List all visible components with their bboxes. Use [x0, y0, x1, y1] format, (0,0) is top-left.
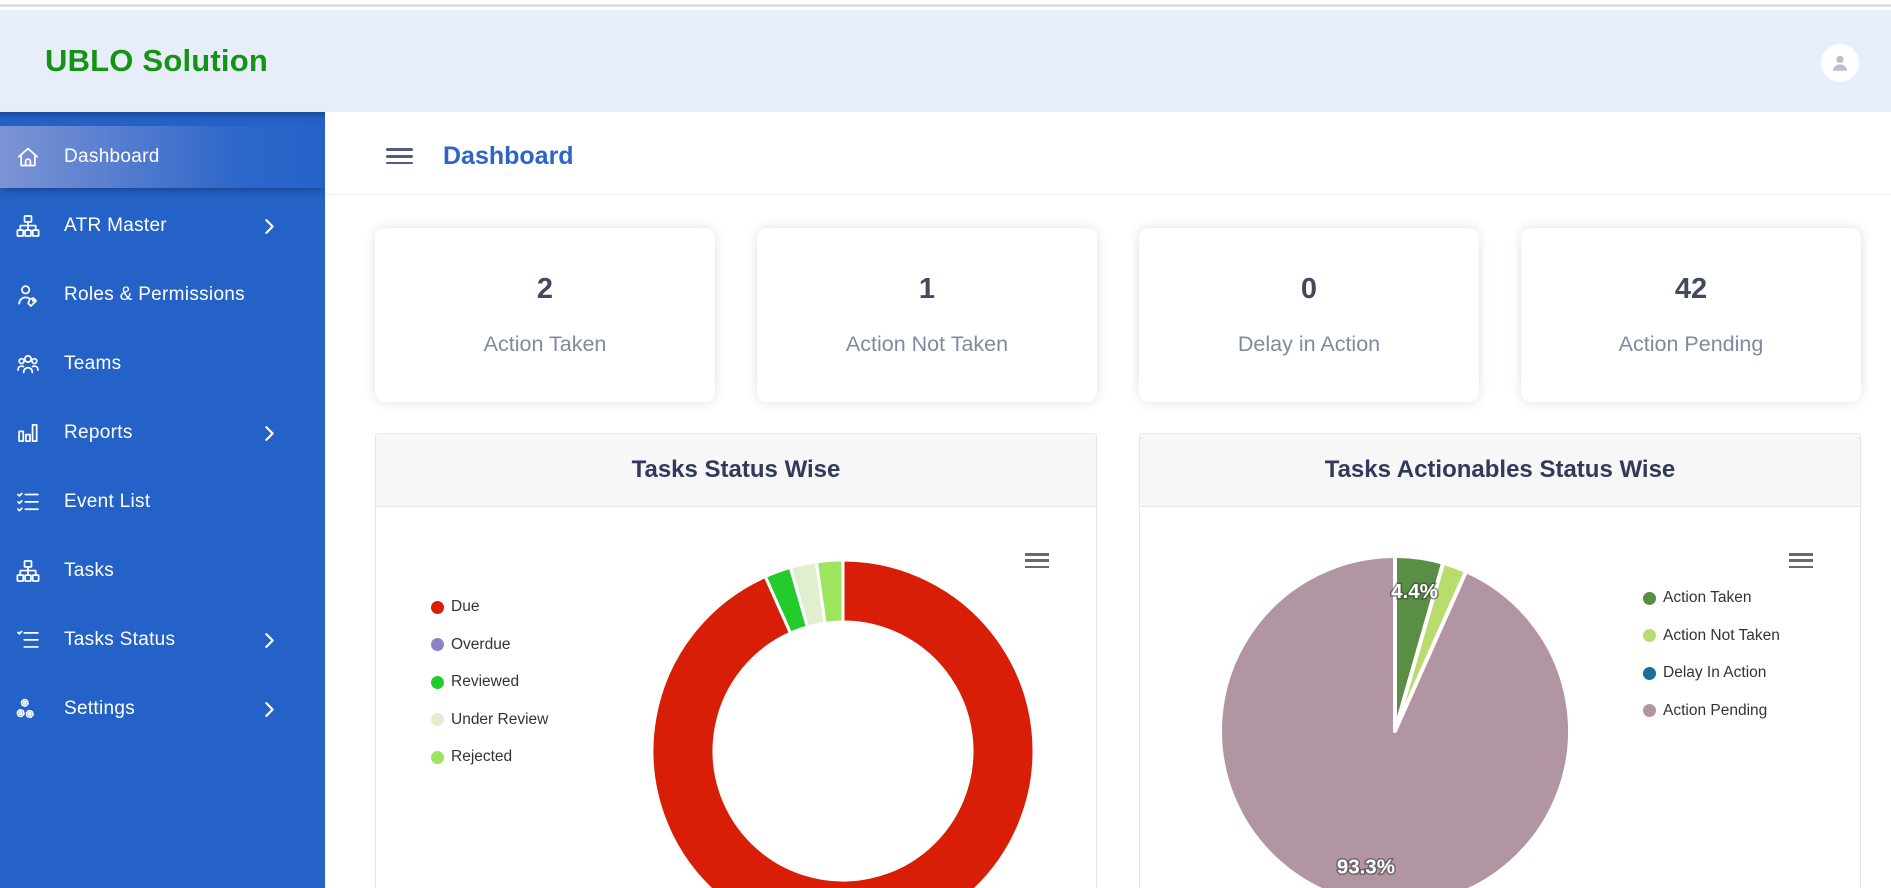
sidebar-item-settings[interactable]: Settings: [0, 678, 325, 740]
sidebar-toggle-hamburger-icon[interactable]: [386, 148, 413, 169]
sitemap-icon: [16, 560, 40, 582]
sidebar-item-atr-master[interactable]: ATR Master: [0, 195, 325, 257]
gears-icon: [16, 698, 34, 719]
chart-body: Due Overdue Reviewed Under Review Reject…: [376, 507, 1096, 888]
pie-slice-due[interactable]: [650, 558, 1036, 888]
stat-value: 42: [1674, 273, 1708, 305]
legend-label: Action Taken: [1663, 589, 1752, 606]
legend-dot: [431, 750, 444, 764]
legend-item-action-not-taken[interactable]: Action Not Taken: [1643, 624, 1780, 648]
legend-label: Under Review: [451, 710, 549, 728]
legend-item-action-pending[interactable]: Action Pending: [1643, 699, 1780, 723]
legend-item-overdue[interactable]: Overdue: [431, 633, 548, 657]
chart-legend: Due Overdue Reviewed Under Review Reject…: [431, 595, 548, 783]
stat-card-action-taken: 2 Action Taken: [375, 228, 715, 402]
legend-label: Due: [451, 598, 480, 615]
tasks-actionables-pie-chart[interactable]: 4.4% 93.3%: [1140, 507, 1860, 888]
legend-label: Action Pending: [1663, 701, 1768, 719]
pie-slice-rejected[interactable]: [814, 558, 845, 625]
sidebar-item-label: Reports: [64, 422, 133, 443]
sidebar-item-tasks[interactable]: Tasks: [0, 540, 325, 602]
legend-label: Action Not Taken: [1663, 626, 1780, 644]
users-icon: [17, 355, 39, 374]
checklist-icon: [17, 492, 39, 512]
chart-legend: Action Taken Action Not Taken Delay In A…: [1643, 586, 1780, 736]
app-header: UBLO Solution: [0, 10, 1891, 112]
check-list-icon: [17, 630, 39, 648]
person-icon: [1832, 55, 1848, 71]
legend-item-reviewed[interactable]: Reviewed: [431, 670, 548, 694]
stat-value: 2: [536, 273, 554, 305]
chevron-right-icon: [265, 632, 274, 648]
legend-item-under-review[interactable]: Under Review: [431, 708, 548, 732]
legend-item-rejected[interactable]: Rejected: [431, 745, 548, 769]
sidebar-item-label: Event List: [64, 491, 151, 512]
stat-card-action-pending: 42 Action Pending: [1521, 228, 1861, 402]
chart-body: 4.4% 93.3% Action Taken Action Not Taken …: [1140, 507, 1860, 888]
legend-label: Delay In Action: [1663, 664, 1767, 681]
chart-card-tasks-actionables-status-wise: Tasks Actionables Status Wise 4.4% 93.3% …: [1139, 433, 1861, 888]
sitemap-icon: [16, 215, 40, 237]
sidebar-item-event-list[interactable]: Event List: [0, 471, 325, 533]
legend-item-due[interactable]: Due: [431, 595, 548, 619]
stat-label: Delay in Action: [1237, 332, 1381, 356]
sidebar-item-reports[interactable]: Reports: [0, 402, 325, 464]
stat-value: 1: [918, 273, 936, 305]
chart-header: Tasks Actionables Status Wise: [1140, 434, 1860, 507]
stat-card-delay-in-action: 0 Delay in Action: [1139, 228, 1479, 402]
legend-label: Reviewed: [451, 673, 520, 690]
stat-label: Action Taken: [483, 332, 607, 356]
page-title: Dashboard: [443, 142, 574, 170]
pie-percent-label: 4.4%: [1391, 580, 1438, 603]
chart-title: Tasks Status Wise: [631, 456, 841, 483]
sidebar-item-label: Roles & Permissions: [64, 284, 245, 305]
home-icon: [17, 147, 39, 167]
user-avatar[interactable]: [1821, 44, 1859, 82]
chevron-right-icon: [265, 218, 274, 234]
chart-context-menu-icon[interactable]: [1789, 553, 1813, 572]
legend-dot: [431, 713, 444, 726]
legend-dot: [1643, 704, 1656, 717]
sidebar-item-label: Teams: [64, 353, 122, 374]
window-top-strip: [0, 0, 1891, 7]
legend-dot: [431, 600, 444, 614]
sidebar-item-teams[interactable]: Teams: [0, 333, 325, 395]
sidebar-item-label: Settings: [64, 698, 136, 719]
chart-context-menu-icon[interactable]: [1025, 553, 1049, 572]
legend-label: Overdue: [451, 635, 511, 653]
chevron-right-icon: [265, 425, 274, 441]
sidebar-item-label: Dashboard: [64, 146, 160, 167]
legend-label: Rejected: [451, 748, 513, 765]
brand-logo: UBLO Solution: [45, 43, 269, 78]
sidebar-item-label: Tasks Status: [64, 629, 176, 650]
legend-dot: [1643, 666, 1656, 680]
pie-slice-action-pending[interactable]: [1218, 554, 1572, 888]
legend-dot: [431, 638, 444, 651]
chart-card-tasks-status-wise: Tasks Status Wise Due Overdue Reviewed: [375, 433, 1097, 888]
chart-header: Tasks Status Wise: [376, 434, 1096, 507]
sidebar-item-dashboard[interactable]: Dashboard: [0, 126, 325, 188]
stat-value: 0: [1300, 273, 1318, 305]
tasks-status-donut-chart[interactable]: [376, 507, 1095, 888]
legend-item-action-taken[interactable]: Action Taken: [1643, 586, 1780, 610]
sidebar-item-tasks-status[interactable]: Tasks Status: [0, 609, 325, 671]
legend-item-delay-in-action[interactable]: Delay In Action: [1643, 661, 1780, 685]
legend-dot: [431, 675, 444, 689]
sidebar-item-roles-permissions[interactable]: Roles & Permissions: [0, 264, 325, 326]
sidebar-nav: Dashboard ATR Master Roles & Permissions: [0, 112, 325, 888]
stat-card-action-not-taken: 1 Action Not Taken: [757, 228, 1097, 402]
sidebar-item-label: ATR Master: [64, 215, 167, 236]
legend-dot: [1643, 591, 1656, 605]
bar-chart-icon: [18, 424, 38, 442]
user-tag-icon: [18, 285, 37, 307]
chevron-right-icon: [265, 701, 274, 717]
sidebar-item-label: Tasks: [64, 560, 115, 581]
chart-title: Tasks Actionables Status Wise: [1324, 456, 1676, 483]
legend-dot: [1643, 629, 1656, 642]
pie-percent-label: 93.3%: [1337, 855, 1395, 878]
stat-label: Action Pending: [1618, 332, 1764, 356]
stat-label: Action Not Taken: [845, 332, 1009, 356]
content-topbar: Dashboard: [325, 112, 1891, 195]
